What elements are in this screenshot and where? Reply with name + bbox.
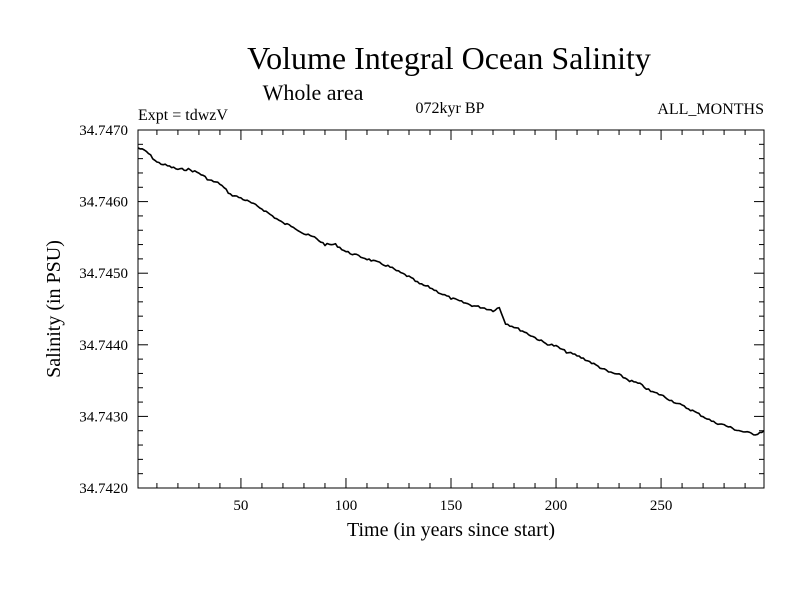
y-tick-label: 34.7450 bbox=[79, 266, 128, 282]
y-axis-tick-labels: 34.7420 34.7430 34.7440 34.7450 34.7460 34.74… bbox=[79, 123, 128, 497]
x-axis-label: Time (in years since start) bbox=[347, 519, 555, 541]
plot-frame bbox=[137, 129, 765, 489]
x-tick-label: 150 bbox=[440, 498, 463, 514]
chart-title: Volume Integral Ocean Salinity bbox=[247, 40, 651, 76]
x-axis-tick-labels: 50 100 150 200 250 bbox=[233, 498, 672, 514]
period-annotation: 072kyr BP bbox=[416, 100, 485, 117]
x-tick-label: 100 bbox=[335, 498, 358, 514]
y-tick-label: 34.7470 bbox=[79, 123, 128, 139]
y-axis-label: Salinity (in PSU) bbox=[43, 240, 65, 378]
experiment-annotation: Expt = tdwzV bbox=[138, 107, 228, 124]
x-tick-label: 250 bbox=[650, 498, 673, 514]
salinity-series-line bbox=[137, 147, 765, 436]
x-tick-label: 200 bbox=[545, 498, 568, 514]
chart-subtitle: Whole area bbox=[263, 80, 364, 105]
months-annotation: ALL_MONTHS bbox=[657, 101, 764, 118]
y-tick-label: 34.7460 bbox=[79, 195, 128, 211]
y-tick-label: 34.7430 bbox=[79, 409, 128, 425]
x-tick-label: 50 bbox=[233, 498, 248, 514]
axis-ticks bbox=[138, 130, 764, 488]
y-tick-label: 34.7420 bbox=[79, 481, 128, 497]
y-tick-label: 34.7440 bbox=[79, 338, 128, 354]
